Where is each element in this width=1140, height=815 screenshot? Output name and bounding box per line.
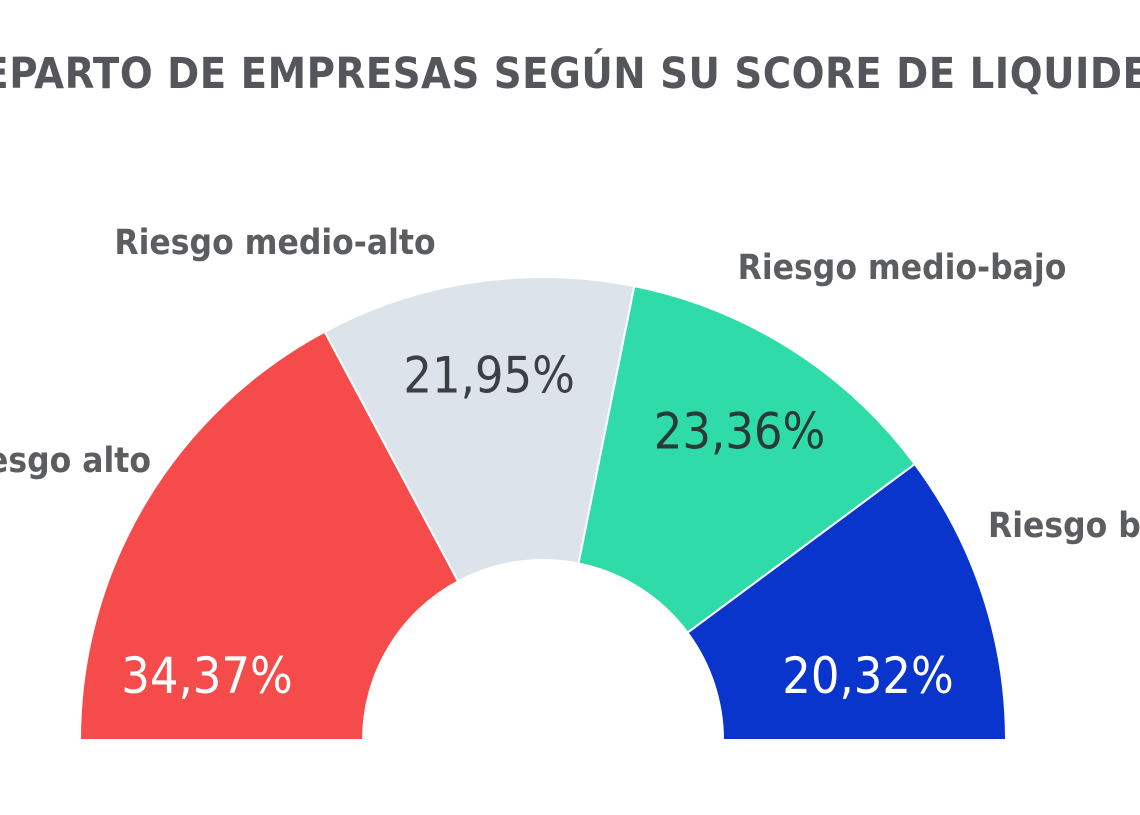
- category-labels-group: Riesgo alto Riesgo medio-alto Riesgo medio…: [0, 223, 1140, 546]
- category-label-riesgo-alto: Riesgo alto: [0, 441, 151, 481]
- slices-group: [78, 276, 1008, 741]
- category-label-riesgo-medio-alto: Riesgo medio-alto: [114, 223, 435, 263]
- slice-riesgo-alto: [78, 330, 460, 741]
- value-labels-group: 34,37% 21,95% 23,36% 20,32%: [121, 346, 953, 705]
- value-label-riesgo-bajo: 20,32%: [782, 647, 953, 705]
- value-label-riesgo-medio-bajo: 23,36%: [654, 402, 825, 460]
- value-label-riesgo-alto: 34,37%: [121, 647, 292, 705]
- category-label-riesgo-bajo: Riesgo bajo: [988, 506, 1140, 546]
- slice-riesgo-bajo: [686, 462, 1008, 741]
- slice-riesgo-medio-alto: [323, 276, 636, 583]
- value-label-riesgo-medio-alto: 21,95%: [403, 346, 574, 404]
- slice-riesgo-medio-bajo: [577, 284, 917, 635]
- chart-title: REPARTO DE EMPRESAS SEGÚN SU SCORE DE LI…: [0, 48, 1140, 99]
- category-label-riesgo-medio-bajo: Riesgo medio-bajo: [738, 248, 1067, 288]
